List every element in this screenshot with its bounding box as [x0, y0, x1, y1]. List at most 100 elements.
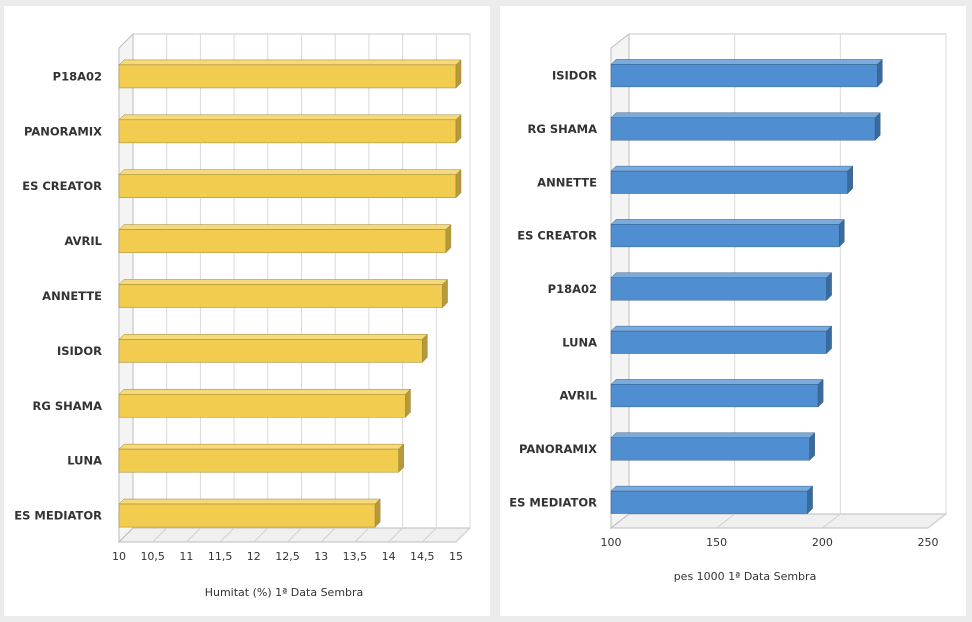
bar-side-face [445, 223, 452, 254]
x-axis-label: Humitat (%) 1ª Data Sembra [205, 586, 364, 599]
bar-side-face [826, 325, 832, 355]
x-tick-label: 14,5 [410, 550, 435, 563]
bar-side-face [455, 169, 462, 199]
bar-front-face [118, 64, 457, 89]
bar-luna [118, 443, 405, 473]
bar-front-face [610, 170, 848, 194]
category-label: P18A02 [53, 69, 102, 83]
bar-top-face [118, 334, 428, 340]
plot-floor [609, 513, 948, 529]
x-tick-label: 150 [706, 536, 727, 549]
bar-side-face [405, 388, 411, 418]
bar-front-face [610, 117, 876, 141]
category-label: ES CREATOR [517, 229, 597, 243]
bar-front-face [118, 174, 457, 198]
bar-top-face [118, 114, 462, 121]
gridline-floor [354, 527, 370, 543]
bar-side-face [877, 58, 883, 88]
bar-top-face [118, 169, 462, 175]
bar-side-face [398, 443, 404, 473]
bar-top-face [610, 165, 854, 172]
bar-panoramix [118, 114, 462, 144]
bar-top-face [610, 272, 833, 279]
category-label: ES MEDIATOR [14, 509, 102, 523]
bar-annette [610, 165, 854, 195]
x-tick-label: 10 [112, 550, 126, 563]
bar-top-face [610, 59, 883, 65]
bar-front-face [610, 64, 878, 88]
category-label: PANORAMIX [24, 124, 102, 138]
bar-top-face [610, 325, 833, 332]
gridline-floor [455, 527, 471, 543]
bar-front-face [610, 330, 827, 354]
bar-top-face [610, 219, 845, 225]
x-tick-label: 12 [247, 550, 261, 563]
gridline-floor [388, 527, 403, 543]
x-axis-label: pes 1000 1ª Data Sembra [674, 570, 817, 583]
chart-panel-humitat: P18A02 PANORAMIX ES CREATOR AVRIL ANNETTE ISI… [4, 6, 490, 616]
bar-p18a02 [118, 59, 462, 89]
bar-front-face [610, 437, 810, 461]
bar-side-face [807, 485, 813, 515]
x-tick-label: 250 [918, 536, 939, 549]
bar-es-mediator [118, 498, 381, 528]
bar-top-face [118, 224, 452, 230]
gridline-floor [287, 527, 302, 543]
gridline-floor [320, 527, 336, 543]
chart-panel-pes: ISIDOR RG SHAMA ANNETTE ES CREATOR P18A02 LUN… [500, 6, 966, 616]
bar-top-face [118, 389, 412, 395]
x-tick-label: 11 [179, 550, 193, 563]
gridline-floor [822, 513, 841, 529]
bar-front-face [118, 503, 376, 528]
x-tick-label: 100 [601, 536, 622, 549]
x-tick-label: 13 [314, 550, 328, 563]
bar-side-face [826, 272, 832, 301]
pes-bar-chart: ISIDOR RG SHAMA ANNETTE ES CREATOR P18A02 LUN… [509, 32, 948, 583]
gridline-floor [421, 527, 437, 543]
gridline-floor [253, 527, 269, 543]
bar-side-face [442, 278, 448, 309]
bar-front-face [610, 277, 827, 301]
category-label: ISIDOR [552, 69, 597, 83]
category-label: LUNA [67, 454, 102, 468]
category-label: RG SHAMA [528, 122, 598, 136]
gridline-floor [186, 527, 201, 543]
category-label: ANNETTE [42, 289, 102, 303]
gridline-floor [152, 527, 168, 543]
x-tick-label: 11,5 [208, 550, 233, 563]
bar-rg-shama [118, 388, 412, 418]
category-label: P18A02 [548, 282, 597, 296]
bar-es-creator [610, 218, 845, 248]
x-tick-label: 200 [812, 536, 833, 549]
bar-front-face [118, 284, 443, 308]
bar-p18a02 [610, 272, 833, 301]
category-label: ES MEDIATOR [509, 495, 597, 509]
x-tick-label: 13,5 [343, 550, 368, 563]
x-tick-label: 10,5 [140, 550, 165, 563]
bar-side-face [874, 112, 881, 141]
x-tick-label: 15 [449, 550, 463, 563]
bar-top-face [118, 498, 381, 505]
bar-isidor [118, 333, 428, 364]
bar-top-face [610, 112, 881, 119]
bar-top-face [118, 279, 449, 285]
bar-front-face [610, 384, 819, 408]
category-label: LUNA [562, 335, 597, 349]
bar-side-face [809, 432, 815, 461]
bar-top-face [610, 379, 824, 385]
bar-side-face [838, 218, 845, 248]
humitat-bar-chart: P18A02 PANORAMIX ES CREATOR AVRIL ANNETTE ISI… [14, 32, 472, 599]
bar-top-face [610, 485, 814, 492]
bar-avril [118, 223, 452, 254]
bar-side-face [817, 378, 824, 408]
bar-front-face [118, 394, 406, 418]
bar-panoramix [610, 432, 816, 461]
gridline-floor [716, 513, 735, 529]
bar-front-face [118, 229, 447, 253]
bar-luna [610, 325, 833, 355]
bar-front-face [610, 224, 840, 248]
category-label: ANNETTE [537, 175, 597, 189]
bar-front-face [118, 119, 457, 144]
bar-top-face [118, 443, 405, 450]
bar-top-face [118, 59, 462, 66]
